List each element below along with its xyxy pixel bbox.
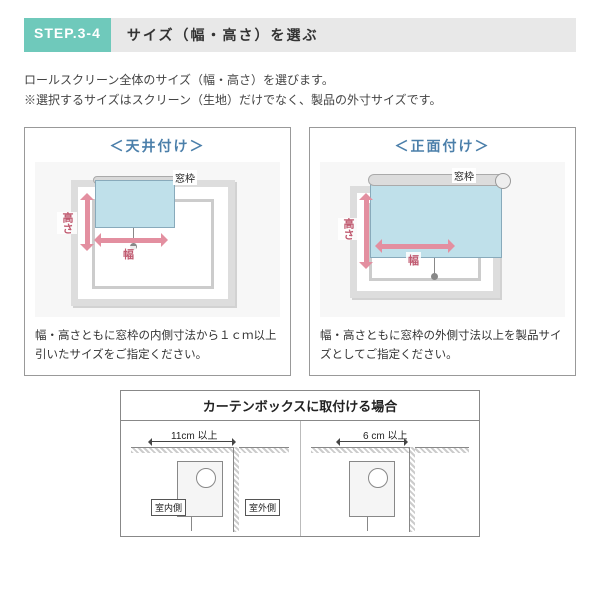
height-label: 高さ	[338, 218, 358, 240]
curtain-box-diagram: 11cm 以上 6 cm 以上 室内側 室外側	[121, 421, 479, 536]
height-arrow-icon	[364, 198, 369, 264]
outside-tag: 室外側	[245, 499, 280, 516]
curtain-box-panel: カーテンボックスに取付ける場合 11cm 以上 6 cm 以上 室内側 室外側	[120, 390, 480, 537]
panel-front-title: ＜正面付け＞	[320, 136, 565, 156]
section-header: STEP.3-4 サイズ（幅・高さ）を選ぶ	[24, 18, 576, 52]
dimension-1: 11cm 以上	[171, 427, 218, 442]
cord-icon	[367, 517, 368, 531]
width-arrow-icon	[99, 238, 163, 243]
cord-icon	[191, 517, 192, 531]
front-illustration: 窓枠 幅 高さ	[320, 162, 565, 317]
ceiling-illustration: 窓枠 幅 高さ	[35, 162, 280, 317]
curtain-box-title: カーテンボックスに取付ける場合	[121, 391, 479, 421]
panel-front-mount: ＜正面付け＞ 窓枠 幅 高さ 幅・高さともに窓枠の外側寸法以上を製品サイズとして…	[309, 127, 576, 376]
intro-text: ロールスクリーン全体のサイズ（幅・高さ）を選びます。 ※選択するサイズはスクリー…	[24, 70, 576, 111]
ceiling-caption: 幅・高さともに窓枠の内側寸法から１ｃｍ以上引いたサイズをご指定ください。	[35, 327, 280, 365]
window-frame-label: 窓枠	[173, 170, 197, 185]
window-frame-label: 窓枠	[452, 168, 476, 183]
wall-hatch-icon	[233, 447, 239, 532]
front-caption: 幅・高さともに窓枠の外側寸法以上を製品サイズとしてご指定ください。	[320, 327, 565, 365]
inside-tag: 室内側	[151, 499, 186, 516]
mount-panels: ＜天井付け＞ 窓枠 幅 高さ 幅・高さともに窓枠の内側寸法から１ｃｍ以上引いたサ…	[24, 127, 576, 376]
pull-cord-icon	[133, 228, 134, 246]
step-badge: STEP.3-4	[24, 18, 111, 52]
dim-line-icon	[339, 441, 405, 442]
panel-ceiling-title: ＜天井付け＞	[35, 136, 280, 156]
screen-fabric-icon	[95, 180, 175, 228]
panel-ceiling-mount: ＜天井付け＞ 窓枠 幅 高さ 幅・高さともに窓枠の内側寸法から１ｃｍ以上引いたサ…	[24, 127, 291, 376]
wall-hatch-icon	[409, 447, 415, 532]
width-arrow-icon	[380, 244, 450, 249]
height-arrow-icon	[85, 198, 90, 246]
pull-cord-icon	[434, 258, 435, 276]
width-label: 幅	[121, 246, 136, 262]
dim-line-icon	[151, 441, 233, 442]
ceiling-hatch-icon	[131, 447, 289, 453]
dimension-2: 6 cm 以上	[363, 427, 407, 442]
divider-line	[300, 421, 301, 536]
height-label: 高さ	[57, 212, 77, 234]
width-label: 幅	[406, 252, 421, 268]
intro-line-2: ※選択するサイズはスクリーン（生地）だけでなく、製品の外寸サイズです。	[24, 90, 576, 110]
bracket-icon	[349, 461, 395, 517]
step-title: サイズ（幅・高さ）を選ぶ	[111, 18, 576, 52]
roller-icon	[368, 174, 508, 186]
intro-line-1: ロールスクリーン全体のサイズ（幅・高さ）を選びます。	[24, 70, 576, 90]
ceiling-hatch-icon	[311, 447, 469, 453]
